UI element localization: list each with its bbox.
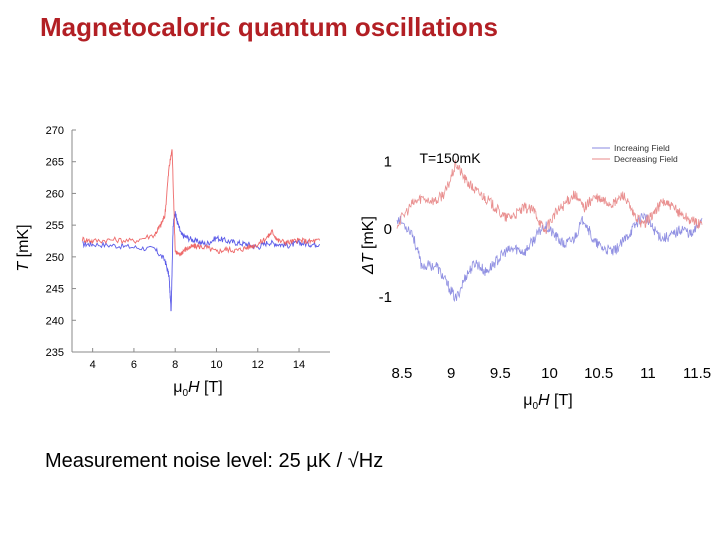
right-x-tick-label: 10 <box>541 365 558 382</box>
left-y-tick-label: 260 <box>46 188 64 200</box>
left-series-down <box>81 149 321 257</box>
left-x-tick-label: 14 <box>293 359 305 371</box>
left-x-tick-label: 6 <box>131 359 137 371</box>
right-x-axis-label: μ0H [T] <box>523 392 572 412</box>
right-y-tick-label: 0 <box>384 221 392 238</box>
left-x-tick-label: 4 <box>90 359 96 371</box>
left-chart: 235 240 245 250 255 260 265 270 4 6 8 10 12 14 μ0H [T]… <box>15 125 330 399</box>
right-y-tick-label: 1 <box>384 153 392 170</box>
right-x-tick-label: 10.5 <box>584 365 613 382</box>
right-y-axis-label: ΔT [mK] <box>360 216 377 275</box>
right-x-tick-label: 9.5 <box>490 365 511 382</box>
right-series-increasing <box>396 212 703 303</box>
right-x-tick-label: 9 <box>447 365 455 382</box>
left-x-tick-label: 8 <box>172 359 178 371</box>
left-series-up <box>82 211 321 312</box>
right-chart: 10-18.5 9 9.5 10 10.5 11 11.5T=150mKIncreaing … <box>360 143 711 412</box>
right-series-decreasing <box>396 159 703 235</box>
legend-label-increasing: Increaing Field <box>614 143 670 153</box>
left-y-tick-label: 270 <box>46 125 64 137</box>
left-x-tick-label: 12 <box>252 359 264 371</box>
left-y-tick-label: 245 <box>46 284 64 296</box>
left-y-tick-label: 265 <box>46 157 64 169</box>
left-y-axis-label: T [mK] <box>15 224 32 271</box>
right-x-tick-label: 11 <box>640 365 656 382</box>
legend-label-decreasing: Decreasing Field <box>614 154 678 164</box>
left-y-tick-label: 240 <box>46 315 64 327</box>
right-chart-title: T=150mK <box>419 150 481 166</box>
right-x-tick-label: 8.5 <box>391 365 412 382</box>
slide-title: Magnetocaloric quantum oscillations <box>40 12 498 42</box>
left-y-tick-label: 250 <box>46 252 64 264</box>
left-y-tick-label: 235 <box>46 347 64 359</box>
right-y-tick-label: -1 <box>379 289 392 306</box>
left-y-tick-label: 255 <box>46 220 64 232</box>
noise-level-text: Measurement noise level: 25 µK / √Hz <box>45 450 384 472</box>
left-x-tick-label: 10 <box>210 359 222 371</box>
right-x-tick-label: 11.5 <box>683 365 711 382</box>
left-x-axis-label: μ0H [T] <box>173 379 222 399</box>
